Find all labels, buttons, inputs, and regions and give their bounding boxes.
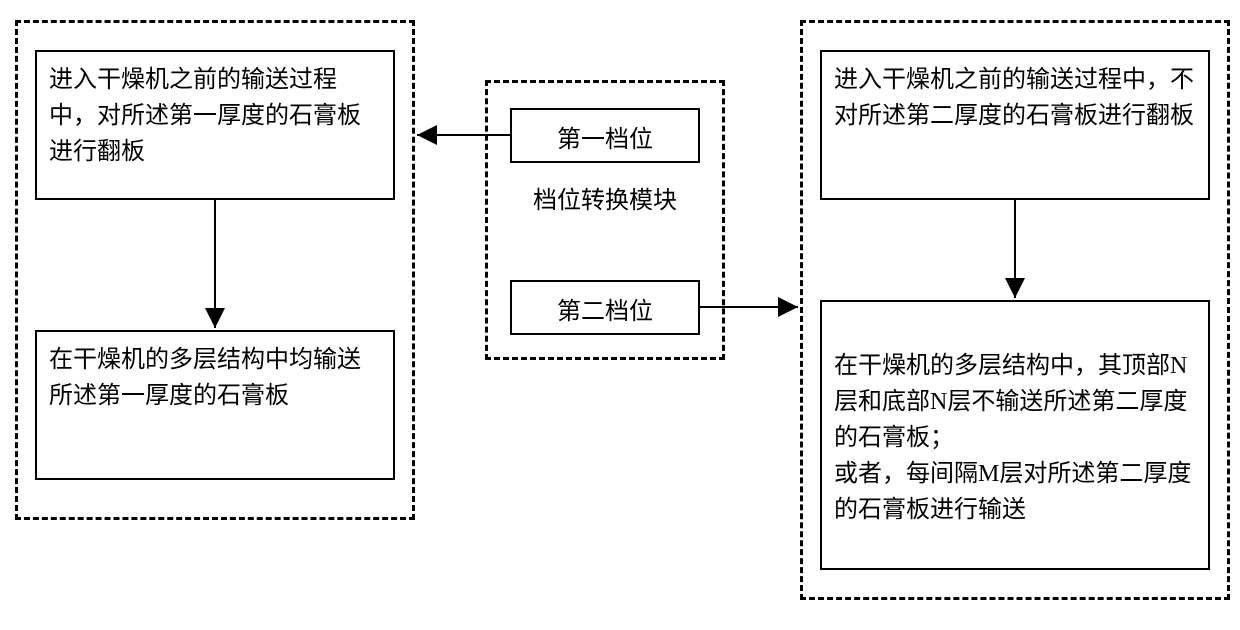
arrow-left-internal [0,0,1240,630]
